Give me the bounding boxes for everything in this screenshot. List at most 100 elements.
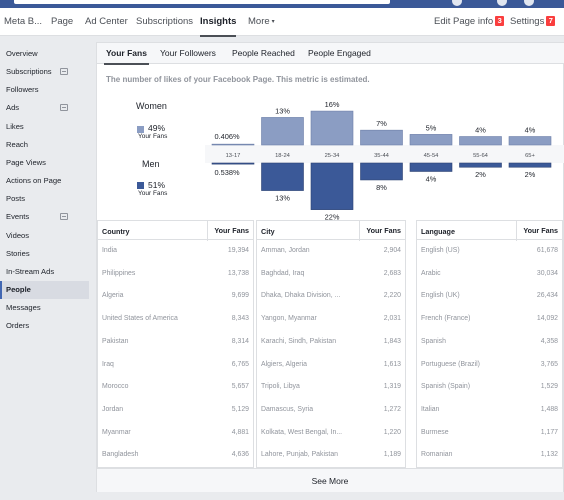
women-bar bbox=[508, 136, 552, 146]
city-value-header: Your Fans bbox=[359, 221, 401, 241]
tab-your-fans[interactable]: Your Fans bbox=[104, 43, 149, 65]
nav-subscriptions[interactable]: Subscriptions bbox=[136, 16, 194, 27]
women-data-label: 0.406% bbox=[214, 132, 239, 141]
country-name: Myanmar bbox=[102, 428, 131, 436]
country-fans-value: 5,657 bbox=[231, 383, 249, 391]
country-name: Iraq bbox=[102, 360, 114, 368]
language-name: Spanish (Spain) bbox=[421, 383, 471, 391]
women-sub: Your Fans bbox=[138, 133, 168, 140]
men-data-label: 13% bbox=[275, 194, 290, 203]
sidebar-item-followers[interactable]: Followers bbox=[0, 81, 89, 99]
external-link-icon bbox=[60, 213, 68, 221]
see-more-button[interactable]: See More bbox=[97, 468, 563, 492]
city-fans-value: 2,904 bbox=[383, 247, 401, 254]
women-swatch bbox=[137, 126, 144, 133]
help-icon[interactable] bbox=[497, 0, 507, 6]
sidebar-item-videos[interactable]: Videos bbox=[0, 227, 89, 245]
nav-page[interactable]: Page bbox=[51, 16, 74, 27]
table-row: French (France) 14,092 bbox=[417, 308, 562, 331]
table-row: Lahore, Punjab, Pakistan 1,189 bbox=[257, 444, 405, 467]
men-data-label: 2% bbox=[525, 170, 536, 179]
language-name: Portuguese (Brazil) bbox=[421, 360, 480, 368]
language-fans-value: 1,132 bbox=[540, 451, 558, 459]
language-fans-value: 1,177 bbox=[540, 428, 558, 436]
women-data-label: 4% bbox=[525, 126, 536, 135]
chevron-down-icon: ▾ bbox=[271, 19, 275, 25]
sidebar-item-posts[interactable]: Posts bbox=[0, 190, 89, 208]
table-row: Jordan 5,129 bbox=[98, 399, 253, 422]
table-row: Romanian 1,132 bbox=[417, 444, 562, 467]
language-name: Spanish bbox=[421, 337, 446, 345]
women-bar bbox=[360, 129, 403, 146]
nav-more-label: More bbox=[248, 16, 270, 27]
women-bar bbox=[459, 136, 502, 146]
sidebar-item-stories[interactable]: Stories bbox=[0, 245, 89, 263]
account-icon[interactable] bbox=[524, 0, 534, 6]
language-table: Language Your Fans English (US) 61,678 Ara… bbox=[416, 220, 563, 468]
sidebar-item-in-stream-ads[interactable]: In-Stream Ads bbox=[0, 263, 89, 281]
men-data-label: 8% bbox=[376, 183, 387, 192]
women-percent: 49% bbox=[148, 123, 166, 133]
table-row: Pakistan 8,314 bbox=[98, 331, 253, 354]
men-label: Men bbox=[142, 159, 160, 169]
men-bar bbox=[360, 162, 403, 181]
table-row: Algiers, Algeria 1,613 bbox=[257, 354, 405, 377]
tab-people-reached[interactable]: People Reached bbox=[232, 48, 295, 58]
external-link-icon bbox=[60, 104, 68, 112]
country-fans-value: 4,881 bbox=[231, 428, 249, 436]
sidebar-item-overview[interactable]: Overview bbox=[0, 45, 89, 63]
table-row: Baghdad, Iraq 2,683 bbox=[257, 263, 405, 286]
nav-more[interactable]: More ▾ bbox=[248, 8, 275, 36]
sidebar-item-events[interactable]: Events bbox=[0, 208, 89, 226]
age-tick-label: 18-24 bbox=[275, 153, 291, 159]
sidebar-item-label: Messages bbox=[6, 303, 41, 313]
table-row: Kolkata, West Bengal, In... 1,220 bbox=[257, 422, 405, 445]
women-bar bbox=[310, 110, 354, 146]
nav-insights[interactable]: Insights bbox=[200, 8, 237, 37]
edit-page-info-button[interactable]: Edit Page info 3 bbox=[434, 8, 505, 36]
city-fans-value: 1,613 bbox=[383, 360, 401, 368]
sidebar: Overview Subscriptions Followers Ads Likes Re… bbox=[0, 37, 92, 500]
settings-button[interactable]: Settings 7 bbox=[510, 8, 556, 36]
sidebar-item-likes[interactable]: Likes bbox=[0, 118, 89, 136]
city-name: Karachi, Sindh, Pakistan bbox=[261, 337, 337, 345]
city-fans-value: 1,189 bbox=[383, 451, 401, 459]
sidebar-item-label: Likes bbox=[6, 121, 24, 131]
table-row: Burmese 1,177 bbox=[417, 422, 562, 445]
sidebar-item-people[interactable]: People bbox=[0, 280, 89, 299]
sidebar-item-messages[interactable]: Messages bbox=[0, 299, 89, 317]
table-row: United States of America 8,343 bbox=[98, 308, 253, 331]
language-fans-value: 1,488 bbox=[540, 405, 558, 413]
sidebar-item-label: Stories bbox=[6, 248, 30, 258]
country-name: Philippines bbox=[102, 269, 136, 277]
language-fans-value: 3,765 bbox=[540, 360, 558, 368]
notification-icon[interactable] bbox=[452, 0, 462, 6]
sidebar-item-subscriptions[interactable]: Subscriptions bbox=[0, 63, 89, 81]
page-nav: Meta B... Page Ad Center Subscriptions I… bbox=[0, 8, 564, 37]
sidebar-item-page-views[interactable]: Page Views bbox=[0, 154, 89, 172]
country-name: Algeria bbox=[102, 292, 124, 300]
sidebar-item-label: Orders bbox=[6, 321, 30, 331]
language-fans-value: 61,678 bbox=[536, 247, 558, 254]
sidebar-item-actions-on-page[interactable]: Actions on Page bbox=[0, 172, 89, 190]
nav-ad-center[interactable]: Ad Center bbox=[85, 16, 128, 27]
sidebar-item-orders[interactable]: Orders bbox=[0, 317, 89, 335]
city-fans-value: 1,319 bbox=[383, 383, 401, 391]
tab-your-followers[interactable]: Your Followers bbox=[160, 48, 216, 58]
nav-page-name[interactable]: Meta B... bbox=[4, 16, 43, 27]
country-fans-value: 4,636 bbox=[231, 451, 249, 459]
sidebar-item-ads[interactable]: Ads bbox=[0, 99, 89, 117]
search-input[interactable] bbox=[14, 0, 390, 4]
men-bar bbox=[310, 162, 354, 210]
language-fans-value: 1,529 bbox=[540, 383, 558, 391]
language-header: Language bbox=[421, 227, 455, 236]
sidebar-item-reach[interactable]: Reach bbox=[0, 136, 89, 154]
men-swatch bbox=[137, 182, 144, 189]
table-row: Dhaka, Dhaka Division, ... 2,220 bbox=[257, 285, 405, 308]
sidebar-item-label: In-Stream Ads bbox=[6, 266, 55, 276]
tab-people-engaged[interactable]: People Engaged bbox=[308, 48, 371, 58]
men-percent: 51% bbox=[148, 180, 166, 190]
city-table: City Your Fans Amman, Jordan 2,904 Baghdad… bbox=[256, 220, 406, 468]
insights-panel: Your Fans Your Followers People Reached … bbox=[96, 42, 564, 492]
city-name: Kolkata, West Bengal, In... bbox=[261, 428, 343, 436]
